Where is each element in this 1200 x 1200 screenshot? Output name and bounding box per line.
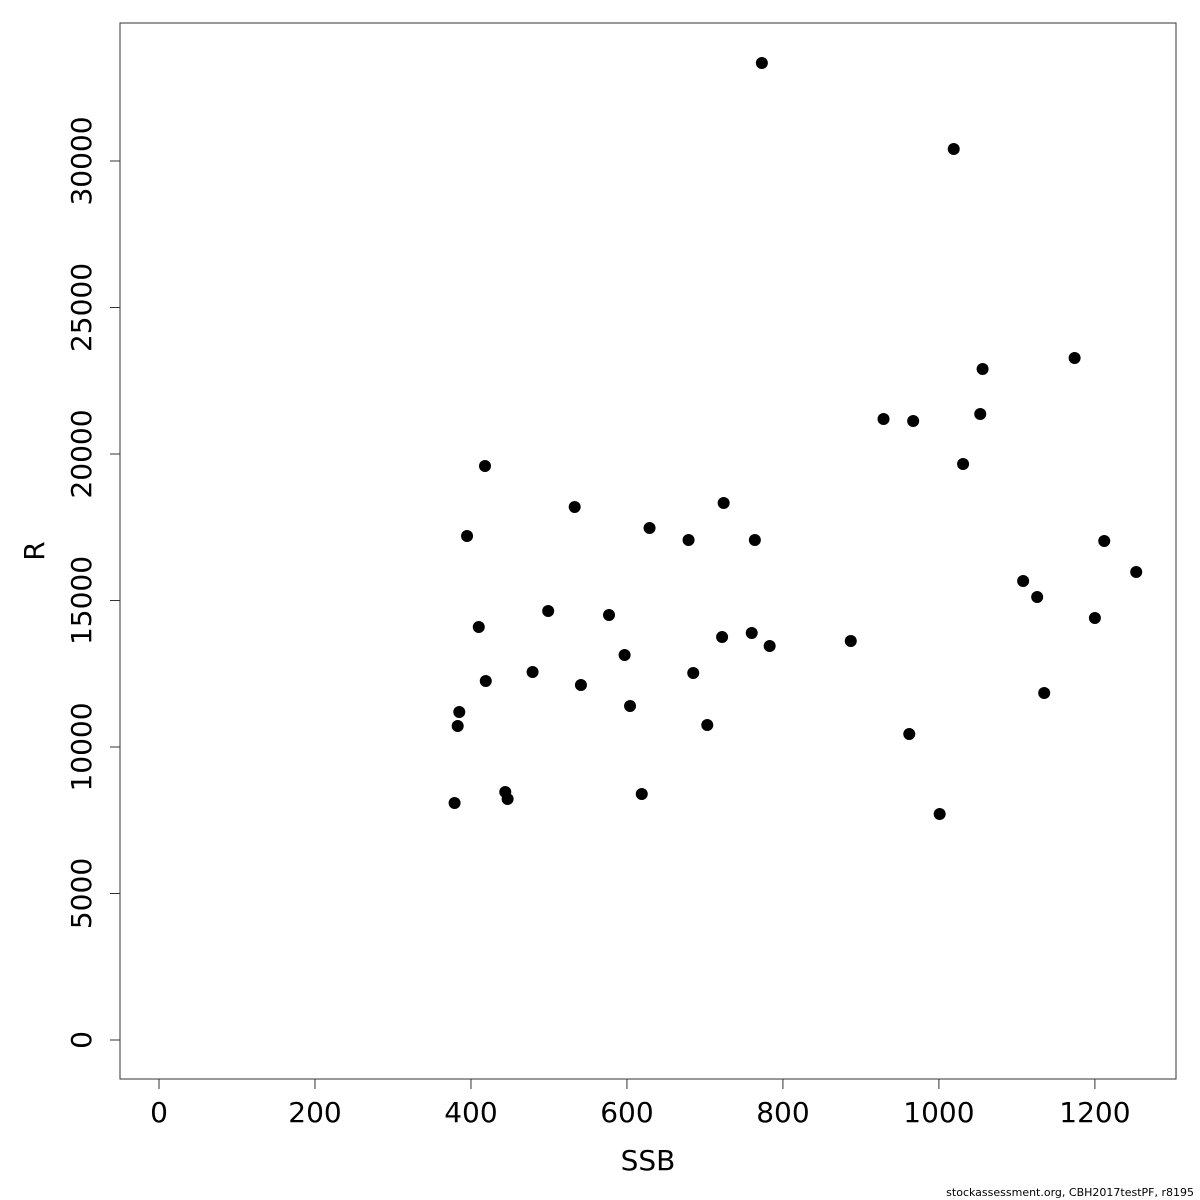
point <box>933 808 946 821</box>
plot-box <box>119 22 1177 1080</box>
point <box>624 700 637 713</box>
x-tick-label: 600 <box>600 1096 653 1129</box>
point <box>1017 574 1030 587</box>
point <box>974 408 987 421</box>
point <box>844 634 857 647</box>
point <box>526 665 539 678</box>
x-tick-label: 1000 <box>903 1096 974 1129</box>
point <box>1031 591 1044 604</box>
point <box>453 705 466 718</box>
point <box>635 787 648 800</box>
point <box>478 460 491 473</box>
y-tick-label: 10000 <box>65 702 98 791</box>
point <box>745 626 758 639</box>
point <box>701 718 714 731</box>
y-tick-label: 25000 <box>65 263 98 352</box>
point <box>461 530 474 543</box>
point <box>603 609 616 622</box>
point <box>748 533 761 546</box>
point <box>542 604 555 617</box>
x-tick-label: 1200 <box>1059 1096 1130 1129</box>
point <box>755 56 768 69</box>
point <box>568 501 581 514</box>
point <box>451 719 464 732</box>
y-tick-label: 0 <box>65 1031 98 1049</box>
y-tick-label: 5000 <box>65 858 98 929</box>
y-tick-label: 30000 <box>65 116 98 205</box>
point <box>682 533 695 546</box>
y-tick-label: 15000 <box>65 556 98 645</box>
point <box>479 674 492 687</box>
point <box>763 640 776 653</box>
x-tick-label: 800 <box>756 1096 809 1129</box>
point <box>1088 611 1101 624</box>
point <box>877 412 890 425</box>
point <box>1098 534 1111 547</box>
point <box>716 631 729 644</box>
point <box>448 796 461 809</box>
x-tick-label: 400 <box>444 1096 497 1129</box>
point <box>1130 565 1143 578</box>
point <box>687 666 700 679</box>
point <box>501 793 514 806</box>
point <box>947 142 960 155</box>
point <box>717 496 730 509</box>
x-axis-label: SSB <box>621 1144 676 1177</box>
point <box>907 415 920 428</box>
y-axis-label: R <box>18 541 51 560</box>
point <box>957 457 970 470</box>
y-tick-label: 20000 <box>65 409 98 498</box>
point <box>574 679 587 692</box>
x-tick-label: 0 <box>150 1096 168 1129</box>
x-tick-label: 200 <box>288 1096 341 1129</box>
point <box>1068 352 1081 365</box>
footer: stockassessment.org, CBH2017testPF, r819… <box>946 1186 1194 1199</box>
point <box>1038 687 1051 700</box>
point <box>643 522 656 535</box>
point <box>976 363 989 376</box>
point <box>472 620 485 633</box>
point <box>618 649 631 662</box>
point <box>903 727 916 740</box>
